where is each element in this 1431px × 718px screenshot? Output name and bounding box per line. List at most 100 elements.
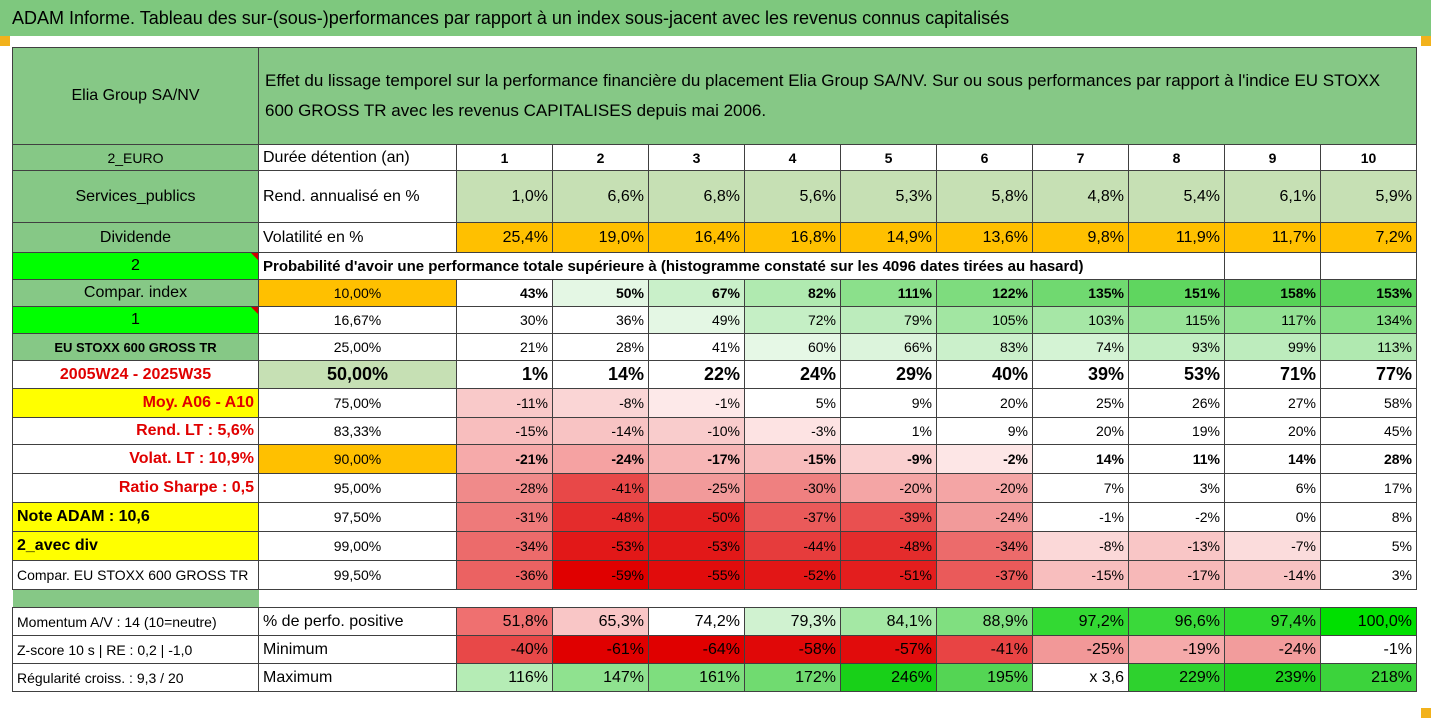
quantile-value: 22% — [648, 360, 745, 389]
volat-value: 13,6% — [936, 222, 1033, 253]
quantile-value: -14% — [552, 417, 649, 445]
quantile-value: 1% — [456, 360, 553, 389]
volat-value: 14,9% — [840, 222, 937, 253]
quantile-value: 9% — [936, 417, 1033, 445]
rend-lt-label: Rend. LT : 5,6% — [12, 417, 259, 445]
probability-caption: Probabilité d'avoir une performance tota… — [258, 252, 1225, 280]
quantile-value: -2% — [936, 444, 1033, 474]
volat-value: 7,2% — [1320, 222, 1417, 253]
company-name: Elia Group SA/NV — [12, 47, 259, 145]
quantile-value: 3% — [1128, 473, 1225, 503]
quantile-value: -15% — [744, 444, 841, 474]
spacer-cell — [259, 590, 1417, 608]
quantile-value: 105% — [936, 306, 1033, 334]
rend-label: Rend. annualisé en % — [258, 170, 457, 223]
quantile-value: 1% — [840, 417, 937, 445]
minimum-value: -64% — [648, 635, 745, 664]
quantile-value: 82% — [744, 279, 841, 307]
note-label: Note ADAM : 10,6 — [12, 502, 259, 532]
quantile-value: 151% — [1128, 279, 1225, 307]
quantile-value: 14% — [1224, 444, 1321, 474]
quantile-value: -21% — [456, 444, 553, 474]
quantile-value: 158% — [1224, 279, 1321, 307]
year-header: 3 — [648, 144, 745, 171]
average-label: Moy. A06 - A10 — [12, 388, 259, 418]
quantile-value: 50% — [552, 279, 649, 307]
avec-div-label: 2_avec div — [12, 531, 259, 561]
quantile-value: -9% — [840, 444, 937, 474]
quantile-value: -53% — [648, 531, 745, 561]
selector-cell-1[interactable]: 1 — [12, 306, 259, 334]
corner-marker-right — [1421, 36, 1431, 46]
quantile-label: 10,00% — [258, 279, 457, 307]
quantile-value: 135% — [1032, 279, 1129, 307]
quantile-value: -34% — [456, 531, 553, 561]
quantile-label: 97,50% — [258, 502, 457, 532]
quantile-value: -15% — [1032, 560, 1129, 590]
quantile-value: -24% — [552, 444, 649, 474]
quantile-value: 153% — [1320, 279, 1417, 307]
quantile-value: 66% — [840, 333, 937, 361]
compar-index-label: Compar. index — [12, 279, 259, 307]
quantile-value: -17% — [1128, 560, 1225, 590]
quantile-value: -8% — [1032, 531, 1129, 561]
quantile-value: -14% — [1224, 560, 1321, 590]
quantile-value: 20% — [1032, 417, 1129, 445]
minimum-value: -25% — [1032, 635, 1129, 664]
quantile-value: 58% — [1320, 388, 1417, 418]
quantile-value: -37% — [744, 502, 841, 532]
pct-positive-value: 97,4% — [1224, 607, 1321, 636]
quantile-value: 83% — [936, 333, 1033, 361]
quantile-value: 72% — [744, 306, 841, 334]
quantile-value: -59% — [552, 560, 649, 590]
pct-positive-value: 79,3% — [744, 607, 841, 636]
quantile-value: 14% — [552, 360, 649, 389]
quantile-value: 26% — [1128, 388, 1225, 418]
pct-positive-value: 65,3% — [552, 607, 649, 636]
volat-value: 9,8% — [1032, 222, 1129, 253]
quantile-value: -20% — [840, 473, 937, 503]
quantile-value: -48% — [840, 531, 937, 561]
quantile-value: -13% — [1128, 531, 1225, 561]
quantile-value: 122% — [936, 279, 1033, 307]
quantile-label: 75,00% — [258, 388, 457, 418]
minimum-value: -57% — [840, 635, 937, 664]
quantile-value: 14% — [1032, 444, 1129, 474]
quantile-label: 16,67% — [258, 306, 457, 334]
quantile-value: 71% — [1224, 360, 1321, 389]
quantile-value: 7% — [1032, 473, 1129, 503]
quantile-value: -34% — [936, 531, 1033, 561]
quantile-value: -10% — [648, 417, 745, 445]
maximum-value: 239% — [1224, 663, 1321, 692]
quantile-value: -50% — [648, 502, 745, 532]
quantile-value: 8% — [1320, 502, 1417, 532]
quantile-value: 40% — [936, 360, 1033, 389]
corner-marker-left — [0, 36, 10, 46]
quantile-value: -51% — [840, 560, 937, 590]
maximum-value: x 3,6 — [1032, 663, 1129, 692]
pct-positive-value: 97,2% — [1032, 607, 1129, 636]
quantile-value: 30% — [456, 306, 553, 334]
volat-label: Volatilité en % — [258, 222, 457, 253]
quantile-value: -44% — [744, 531, 841, 561]
sector-label: Services_publics — [12, 170, 259, 223]
minimum-value: -40% — [456, 635, 553, 664]
quantile-value: -24% — [936, 502, 1033, 532]
pct-positive-value: 88,9% — [936, 607, 1033, 636]
quantile-value: -11% — [456, 388, 553, 418]
quantile-value: 77% — [1320, 360, 1417, 389]
quantile-label: 99,50% — [258, 560, 457, 590]
maximum-value: 195% — [936, 663, 1033, 692]
quantile-value: 103% — [1032, 306, 1129, 334]
quantile-value: -31% — [456, 502, 553, 532]
quantile-value: 20% — [1224, 417, 1321, 445]
quantile-value: 115% — [1128, 306, 1225, 334]
quantile-value: 6% — [1224, 473, 1321, 503]
quantile-value: -20% — [936, 473, 1033, 503]
quantile-value: 74% — [1032, 333, 1129, 361]
volat-value: 11,7% — [1224, 222, 1321, 253]
quantile-value: -52% — [744, 560, 841, 590]
selector-cell-2[interactable]: 2 — [12, 252, 259, 280]
rend-value: 1,0% — [456, 170, 553, 223]
volat-lt-label: Volat. LT : 10,9% — [12, 444, 259, 474]
